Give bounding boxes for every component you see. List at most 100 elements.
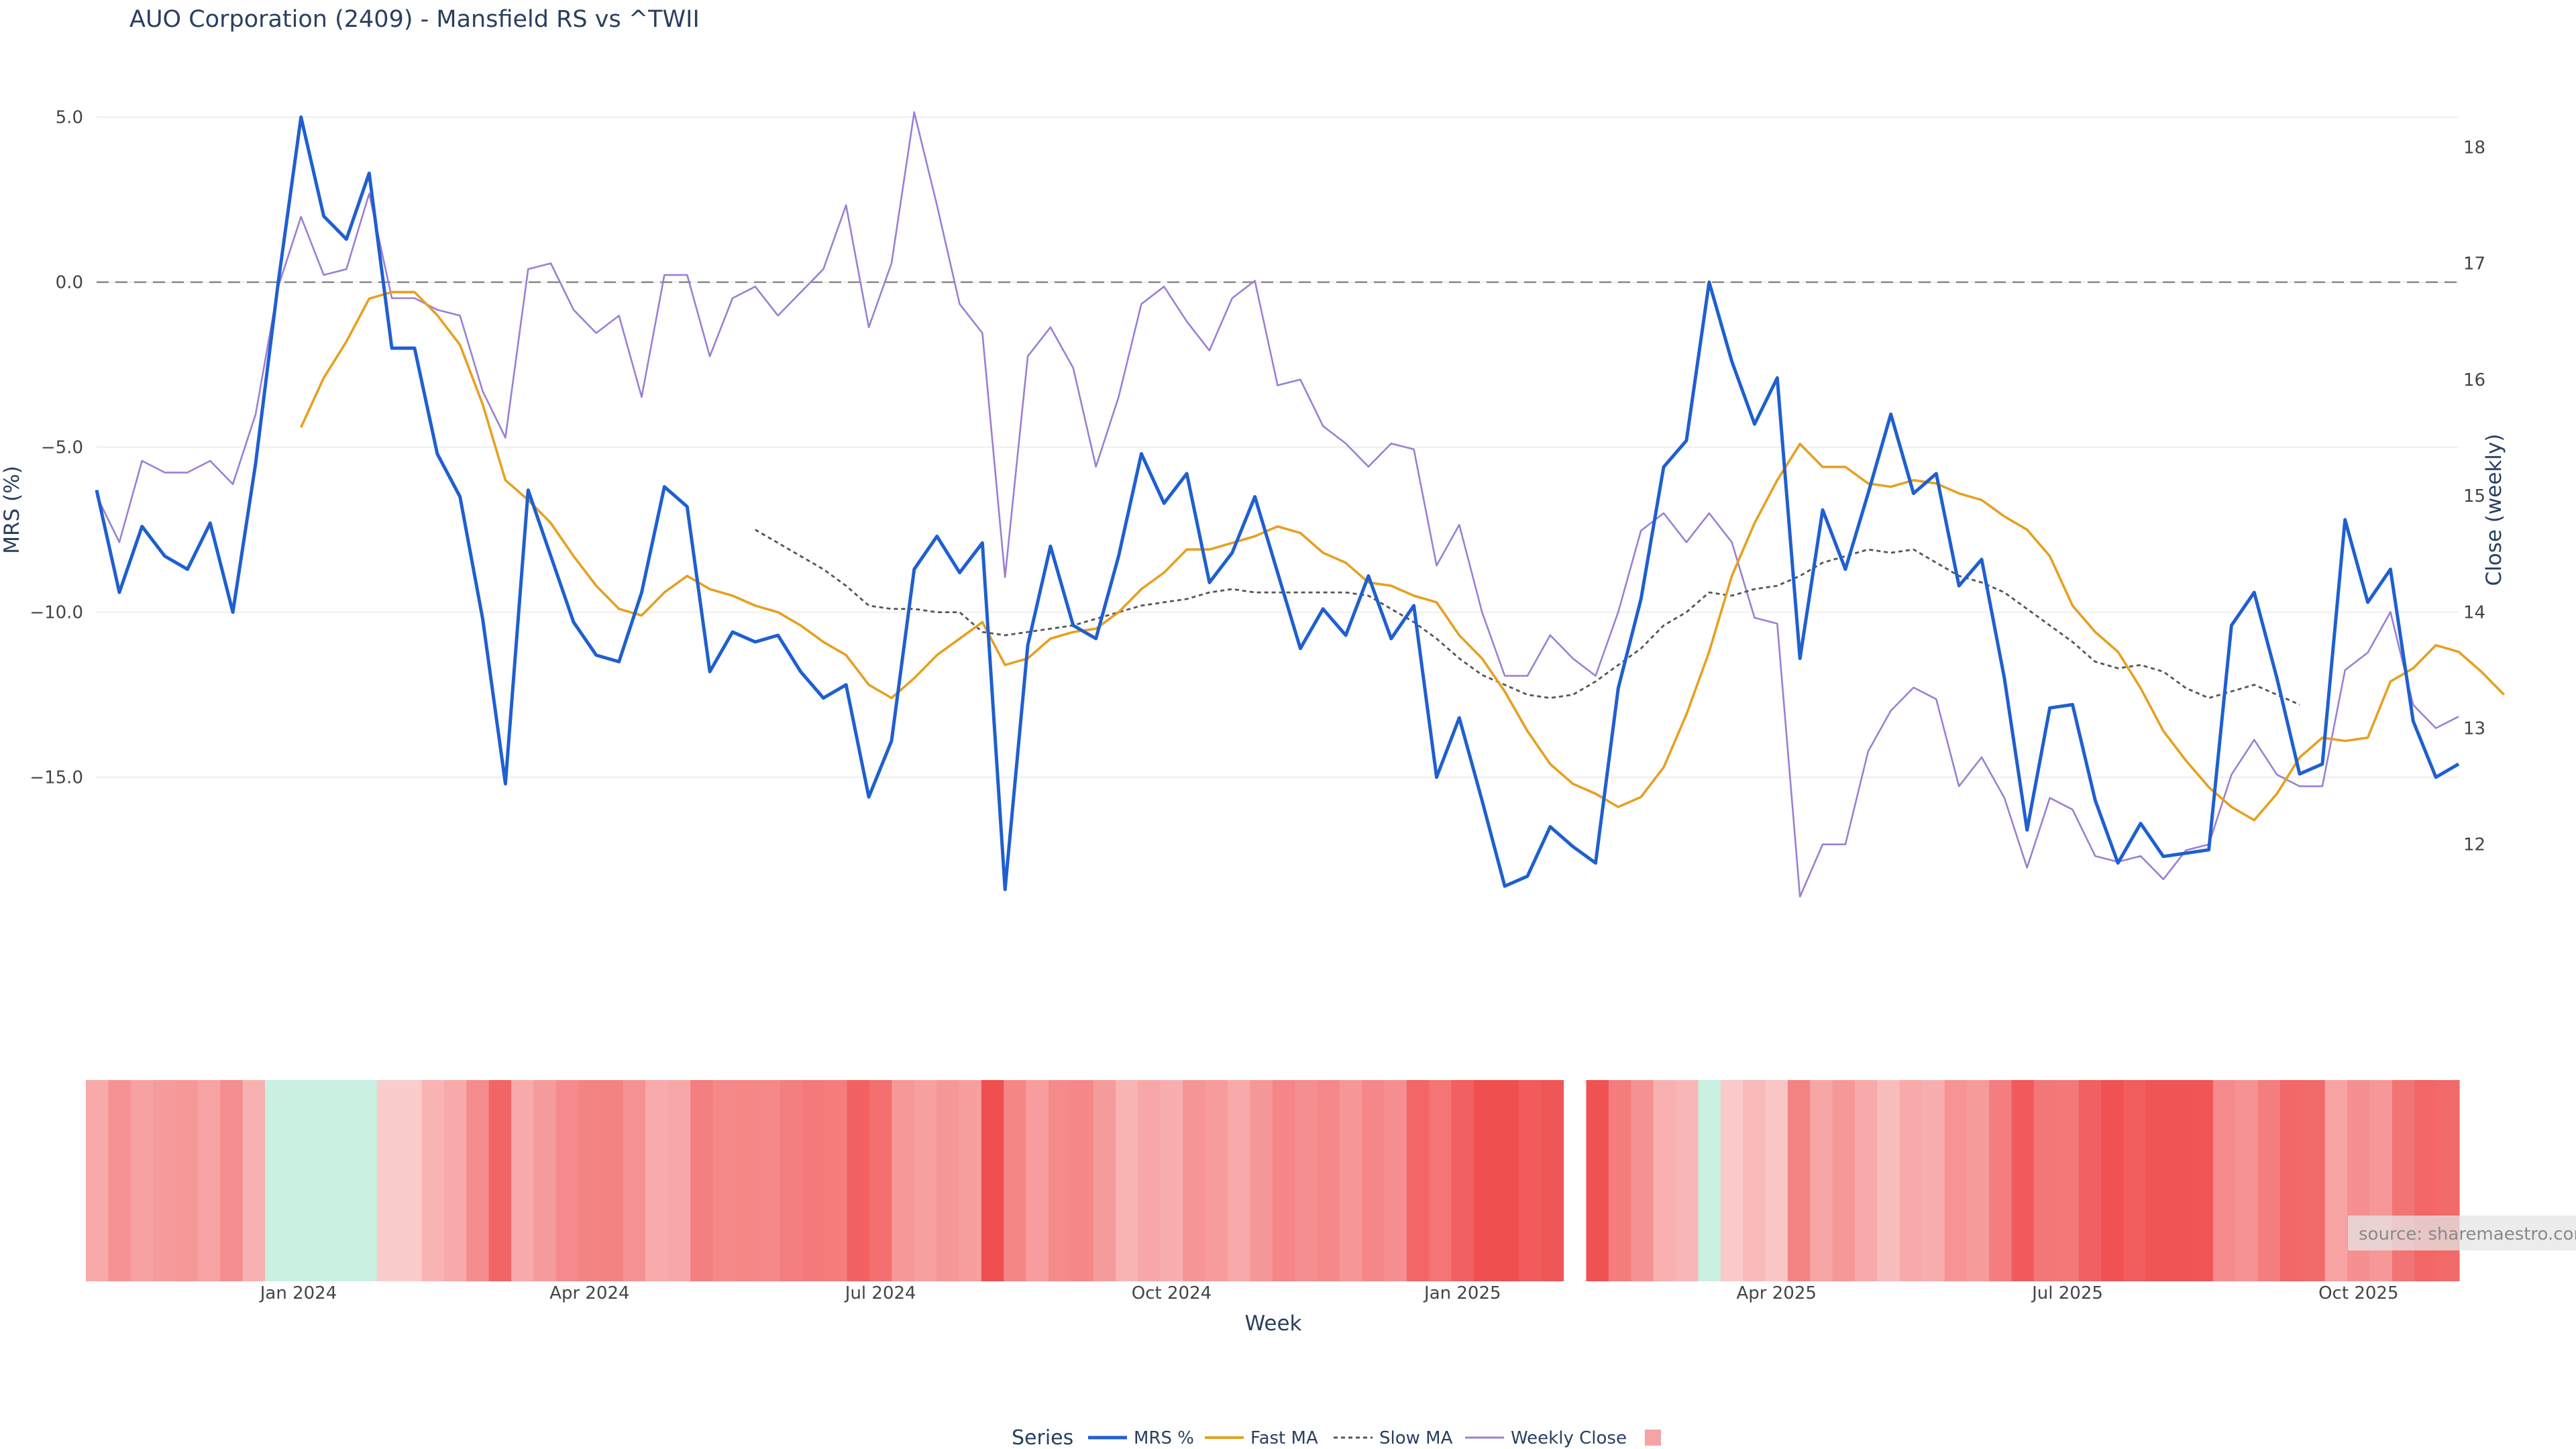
legend-swatch-heatmap <box>1645 1430 1661 1446</box>
heatmap-cell <box>1899 1080 1923 1281</box>
heatmap-cell <box>1496 1080 1519 1281</box>
legend-item-mrs[interactable]: MRS % <box>1088 1428 1194 1448</box>
heatmap-cell <box>1160 1080 1183 1281</box>
heatmap-cell <box>421 1080 445 1281</box>
series-lines <box>95 111 2505 898</box>
legend-item-fast-ma[interactable]: Fast MA <box>1205 1428 1318 1448</box>
legend-item-weekly-close[interactable]: Weekly Close <box>1465 1428 1627 1448</box>
chart-title: AUO Corporation (2409) - Mansfield RS vs… <box>129 6 700 33</box>
heatmap-cell <box>892 1080 915 1281</box>
heatmap-cell <box>153 1080 176 1281</box>
heatmap-cell <box>2078 1080 2102 1281</box>
heatmap-cell <box>712 1080 736 1281</box>
heatmap-cell <box>265 1080 288 1281</box>
heatmap-cell <box>130 1080 154 1281</box>
heatmap-cell <box>2190 1080 2214 1281</box>
heatmap-cell <box>287 1080 311 1281</box>
heatmap-cell <box>1989 1080 2012 1281</box>
legend-label-weekly-close: Weekly Close <box>1511 1428 1627 1448</box>
heatmap-cell <box>667 1080 691 1281</box>
legend-title: Series <box>1012 1426 1073 1449</box>
heatmap-cell <box>108 1080 131 1281</box>
heatmap-cell <box>1429 1080 1452 1281</box>
y-axis-title: MRS (%) <box>0 466 24 553</box>
heatmap-cell <box>2347 1080 2371 1281</box>
heatmap-cell <box>847 1080 870 1281</box>
heatmap-cell <box>959 1080 982 1281</box>
heatmap-cell <box>757 1080 781 1281</box>
source-label: source: sharemaestro.com <box>2359 1224 2576 1244</box>
heatmap-cell <box>802 1080 825 1281</box>
heatmap-cell <box>1518 1080 1542 1281</box>
heatmap-cell <box>175 1080 199 1281</box>
x-tick-label: Jan 2024 <box>259 1283 337 1303</box>
heatmap-cell <box>1586 1080 1609 1281</box>
heatmap-cell <box>1451 1080 1474 1281</box>
x-tick-label: Jan 2025 <box>1423 1283 1501 1303</box>
heatmap-cell <box>2324 1080 2348 1281</box>
heatmap-cell <box>1317 1080 1340 1281</box>
x-tick-label: Apr 2025 <box>1736 1283 1816 1303</box>
heatmap-cell <box>2257 1080 2281 1281</box>
heatmap-cell <box>1832 1080 1856 1281</box>
heatmap-cell <box>1653 1080 1676 1281</box>
heatmap-cell <box>1631 1080 1654 1281</box>
x-axis-title: Week <box>1245 1311 1302 1336</box>
heatmap-cell <box>2369 1080 2393 1281</box>
heatmap-cell <box>735 1080 758 1281</box>
heatmap-cell <box>1384 1080 1407 1281</box>
heatmap-cell <box>1362 1080 1385 1281</box>
heatmap-cell <box>1720 1080 1743 1281</box>
heatmap-cell <box>600 1080 624 1281</box>
heatmap-strip <box>86 1080 2460 1281</box>
y-tick-label: −5.0 <box>41 438 83 458</box>
heatmap-cell <box>2168 1080 2192 1281</box>
heatmap-cell <box>1138 1080 1161 1281</box>
x-axis: Jan 2024 Apr 2024 Jul 2024 Oct 2024 Jan 2025… <box>259 1283 2399 1303</box>
heatmap-cell <box>86 1080 109 1281</box>
heatmap-cell <box>1205 1080 1228 1281</box>
heatmap-cell <box>1183 1080 1206 1281</box>
heatmap-cell <box>780 1080 803 1281</box>
heatmap-cell <box>914 1080 937 1281</box>
heatmap-cell <box>1944 1080 1968 1281</box>
heatmap-cell <box>1049 1080 1071 1281</box>
heatmap-cell <box>2145 1080 2169 1281</box>
heatmap-cell <box>2056 1080 2080 1281</box>
legend-label-mrs: MRS % <box>1134 1428 1194 1448</box>
y-axis-left: 5.0 0.0 −5.0 −10.0 −15.0 <box>30 108 83 788</box>
heatmap-cell <box>2414 1080 2438 1281</box>
heatmap-cell <box>197 1080 221 1281</box>
heatmap-cell <box>354 1080 378 1281</box>
legend: Series MRS % Fast MA Slow MA Weekly Clos… <box>1012 1426 1661 1449</box>
heatmap-cell <box>869 1080 892 1281</box>
x-tick-label: Jul 2025 <box>2031 1283 2103 1303</box>
legend-item-slow-ma[interactable]: Slow MA <box>1334 1428 1453 1448</box>
x-tick-label: Jul 2024 <box>844 1283 916 1303</box>
heatmap-cell <box>1676 1080 1699 1281</box>
slow-ma-line <box>755 529 2300 706</box>
heatmap-cell <box>1004 1080 1027 1281</box>
x-tick-label: Apr 2024 <box>549 1283 629 1303</box>
heatmap-cell <box>511 1080 535 1281</box>
heatmap-cell <box>332 1080 356 1281</box>
y2-tick-label: 15 <box>2463 486 2485 506</box>
heatmap-cell <box>533 1080 557 1281</box>
heatmap-cell <box>2101 1080 2125 1281</box>
y2-tick-label: 13 <box>2463 718 2485 739</box>
y-tick-label: −10.0 <box>30 603 83 623</box>
heatmap-cell <box>1272 1080 1295 1281</box>
heatmap-cell <box>578 1080 602 1281</box>
grid-lines <box>97 116 2459 778</box>
legend-item-heatmap[interactable] <box>1645 1430 1661 1446</box>
heatmap-cell <box>309 1080 333 1281</box>
heatmap-cell <box>2033 1080 2057 1281</box>
heatmap-cell <box>1698 1080 1721 1281</box>
y-axis-right: 18 17 16 15 14 13 12 <box>2463 138 2485 855</box>
x-tick-label: Oct 2024 <box>1132 1283 1212 1303</box>
heatmap-cell <box>1227 1080 1250 1281</box>
y2-tick-label: 14 <box>2463 602 2485 623</box>
heatmap-cell <box>1810 1080 1833 1281</box>
heatmap-cell <box>1877 1080 1900 1281</box>
